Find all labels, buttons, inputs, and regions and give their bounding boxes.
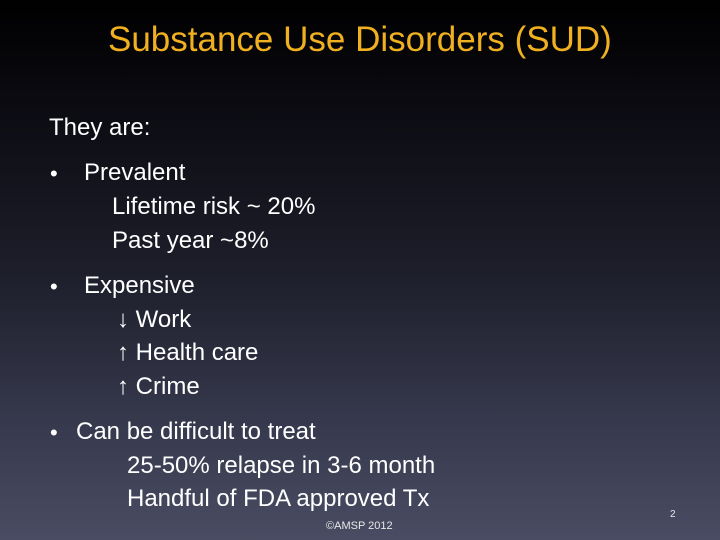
- sub-item-past-year: Past year ~8%: [112, 227, 269, 254]
- sub-item-lifetime-risk: Lifetime risk ~ 20%: [112, 193, 316, 220]
- sub-item-crime: ↑ Crime: [117, 373, 200, 400]
- bullet-dot-icon: •: [50, 274, 58, 299]
- bullet-difficult-to-treat: Can be difficult to treat: [76, 418, 316, 445]
- sub-item-work: ↓ Work: [117, 306, 192, 333]
- sub-item-fda-approved: Handful of FDA approved Tx: [127, 485, 430, 512]
- intro-text: They are:: [49, 114, 151, 141]
- sub-item-relapse: 25-50% relapse in 3-6 month: [127, 452, 436, 479]
- bullet-dot-icon: •: [50, 420, 58, 445]
- bullet-dot-icon: •: [50, 161, 58, 186]
- page-number: 2: [670, 509, 676, 520]
- bullet-prevalent: Prevalent: [84, 159, 186, 186]
- bullet-expensive: Expensive: [84, 272, 195, 299]
- sub-item-health-care: ↑ Health care: [117, 339, 259, 366]
- slide-footer: ©AMSP 2012: [326, 520, 393, 532]
- slide-title: Substance Use Disorders (SUD): [108, 20, 612, 59]
